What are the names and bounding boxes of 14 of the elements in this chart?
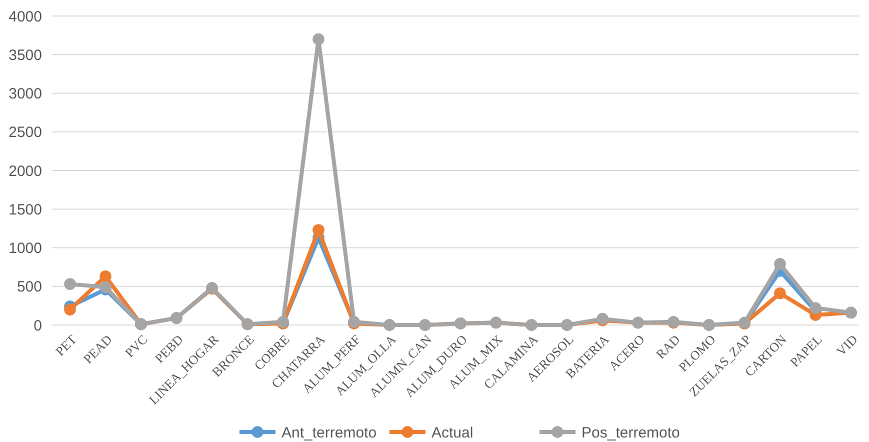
legend-label: Ant_terremoto [282,424,377,442]
y-tick-label: 4000 [8,8,42,26]
y-tick-label: 1500 [8,201,42,218]
x-tick-label: VID [833,332,860,359]
y-tick-label: 3500 [8,46,42,64]
y-tick-label: 2000 [8,162,42,180]
y-tick-label: 3000 [8,86,42,102]
y-tick-label: 2500 [8,124,42,142]
y-tick-label: 500 [16,278,42,296]
legend-label: Actual [432,424,474,442]
legend-label: Pos_terremoto [582,424,680,442]
y-tick-label: 1000 [8,240,42,257]
x-tick-label: PET [52,332,80,359]
y-tick-label: 0 [34,317,42,334]
